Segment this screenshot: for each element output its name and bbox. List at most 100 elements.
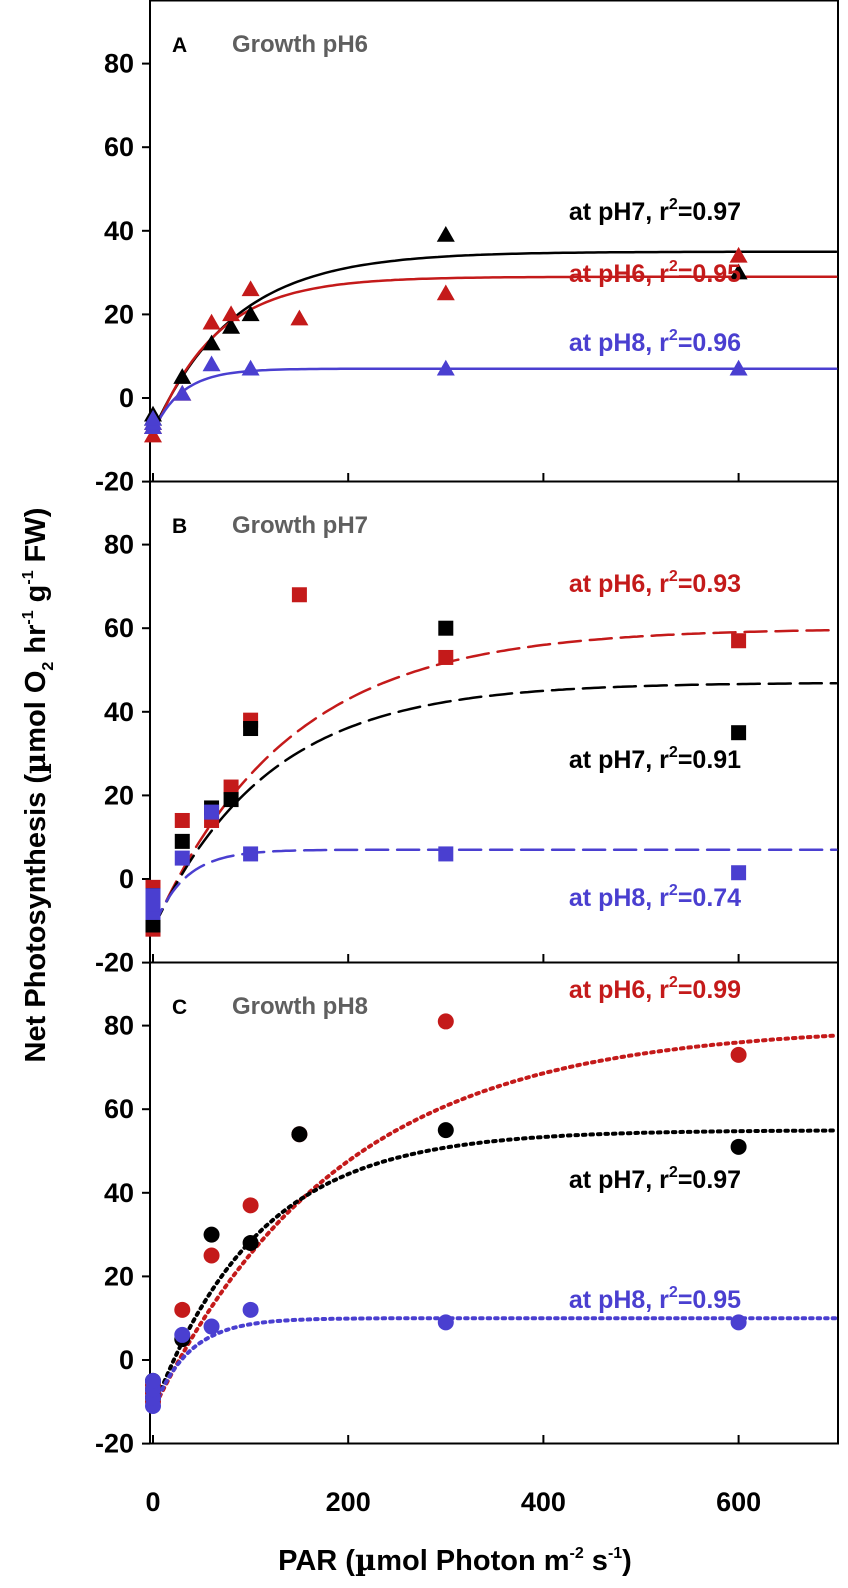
panel-title: Growth pH7 bbox=[232, 512, 368, 539]
data-point-pH8 bbox=[145, 1372, 161, 1389]
data-point-pH8 bbox=[242, 1301, 259, 1318]
data-point-pH8 bbox=[174, 1326, 191, 1343]
y-tick-label: 0 bbox=[119, 383, 134, 413]
x-tick-label: 0 bbox=[145, 1487, 160, 1517]
fit-curve-pH8 bbox=[151, 1316, 838, 1413]
data-point-pH7 bbox=[731, 725, 747, 741]
x-tick-label: 600 bbox=[716, 1487, 761, 1517]
panel-letter: B bbox=[172, 515, 187, 538]
fit-curve-pH8 bbox=[151, 367, 838, 433]
data-point-pH6 bbox=[437, 1013, 454, 1030]
series-label-pH7: at pH7, r2=0.97 bbox=[569, 196, 741, 226]
y-tick-label: 0 bbox=[119, 864, 134, 894]
data-point-pH7 bbox=[173, 368, 192, 384]
data-point-pH8 bbox=[144, 409, 162, 426]
panel-a: -20 0 20 40 60 80 A Growth pH6 at pH7, r2=0.97 at… bbox=[95, 0, 839, 497]
y-tick-label: 40 bbox=[104, 216, 134, 246]
y-tick-label: 20 bbox=[104, 780, 134, 810]
panel-title: Growth pH6 bbox=[232, 31, 368, 58]
data-point-pH7 bbox=[291, 1126, 308, 1143]
panel-frame bbox=[149, 961, 839, 1445]
data-point-pH8 bbox=[203, 1318, 220, 1335]
series-label-pH6: at pH6, r2=0.93 bbox=[569, 568, 741, 598]
data-point-pH6 bbox=[203, 1247, 220, 1264]
series-label-pH8: at pH8, r2=0.74 bbox=[569, 882, 741, 912]
y-tick-label: 80 bbox=[104, 1011, 134, 1041]
data-point-pH7 bbox=[242, 1234, 259, 1251]
plot-layer: -20 0 20 40 60 80 A Growth pH6 at pH7, r2=0.97 at… bbox=[95, 0, 839, 1517]
data-point-pH7 bbox=[243, 721, 259, 737]
y-tick-label: 40 bbox=[104, 1178, 134, 1208]
data-point-pH8 bbox=[173, 384, 192, 401]
panel-plot-area bbox=[151, 250, 838, 437]
y-tick-label: 60 bbox=[104, 1094, 134, 1124]
data-point-pH6 bbox=[174, 812, 190, 828]
data-point-pH6 bbox=[144, 426, 162, 443]
data-point-pH7 bbox=[222, 317, 241, 334]
x-tick-label: 400 bbox=[521, 1487, 566, 1517]
panel-b: -20 0 20 40 60 80 B Growth pH7 at pH6, r2=0.93 at… bbox=[95, 480, 839, 978]
y-tick-label: 60 bbox=[104, 613, 134, 643]
data-point-pH7 bbox=[174, 833, 190, 849]
data-point-pH8 bbox=[204, 804, 220, 820]
data-point-pH8 bbox=[243, 846, 259, 862]
data-point-pH6 bbox=[731, 633, 747, 649]
panel-frame bbox=[149, 0, 839, 483]
data-point-pH6 bbox=[202, 313, 221, 330]
data-point-pH7 bbox=[437, 1122, 454, 1139]
data-point-pH8 bbox=[729, 359, 748, 376]
data-point-pH6 bbox=[290, 309, 309, 326]
fit-curve-pH6 bbox=[151, 1033, 838, 1413]
data-point-pH8 bbox=[437, 1314, 454, 1331]
data-point-pH6 bbox=[730, 1046, 747, 1063]
data-point-pH6 bbox=[241, 280, 260, 297]
data-point-pH7 bbox=[223, 792, 239, 808]
data-point-pH7 bbox=[203, 1226, 220, 1243]
panel-letter: A bbox=[172, 34, 187, 57]
data-point-pH7 bbox=[729, 263, 748, 280]
data-point-pH7 bbox=[730, 1138, 747, 1155]
data-point-pH6 bbox=[436, 284, 455, 301]
data-point-pH6 bbox=[729, 246, 748, 263]
x-axis-title: PAR (µmol Photon m-2 s-1) bbox=[278, 1543, 632, 1577]
data-point-pH7 bbox=[438, 620, 454, 636]
series-label-pH7: at pH7, r2=0.91 bbox=[569, 744, 741, 774]
panel-letter: C bbox=[172, 996, 187, 1019]
panel-plot-area bbox=[151, 1033, 838, 1413]
data-point-pH7 bbox=[202, 334, 221, 351]
data-point-pH7 bbox=[436, 225, 455, 242]
series-label-pH6: at pH6, r2=0.95 bbox=[569, 258, 741, 288]
data-point-pH8 bbox=[731, 865, 747, 881]
panel-plot-area bbox=[151, 628, 838, 931]
panel-title: Growth pH8 bbox=[232, 993, 368, 1020]
y-tick-label: 0 bbox=[119, 1345, 134, 1375]
y-tick-label: -20 bbox=[95, 467, 134, 497]
y-tick-label: 80 bbox=[104, 530, 134, 560]
data-point-pH6 bbox=[174, 1301, 191, 1318]
panel-c: -20 0 20 40 60 80 C Growth pH8 at pH6, r2=0.99 at… bbox=[95, 961, 839, 1459]
fit-curve-pH8 bbox=[151, 848, 838, 931]
data-point-pH6 bbox=[223, 779, 239, 795]
fit-curve-pH7 bbox=[151, 1128, 838, 1413]
fit-curve-pH6 bbox=[151, 275, 838, 437]
fit-curve-pH7 bbox=[151, 681, 838, 931]
fit-curve-pH6 bbox=[151, 628, 838, 931]
data-point-pH8 bbox=[174, 850, 190, 866]
series-label-pH8: at pH8, r2=0.96 bbox=[569, 327, 741, 357]
data-point-pH6 bbox=[438, 649, 454, 665]
data-point-pH6 bbox=[242, 1197, 259, 1214]
series-label-pH6: at pH6, r2=0.99 bbox=[569, 974, 741, 1004]
data-point-pH6 bbox=[291, 587, 307, 603]
y-axis-title: Net Photosynthesis (µmol O2 hr-1 g-1 FW) bbox=[18, 508, 57, 1063]
data-point-pH8 bbox=[438, 846, 454, 862]
y-tick-label: -20 bbox=[95, 1429, 134, 1459]
data-point-pH7 bbox=[241, 305, 260, 322]
series-label-pH8: at pH8, r2=0.95 bbox=[569, 1284, 741, 1314]
y-tick-label: -20 bbox=[95, 948, 134, 978]
y-tick-label: 20 bbox=[104, 299, 134, 329]
y-tick-label: 60 bbox=[104, 132, 134, 162]
x-tick-label: 200 bbox=[326, 1487, 371, 1517]
fit-curve-pH7 bbox=[151, 250, 838, 433]
